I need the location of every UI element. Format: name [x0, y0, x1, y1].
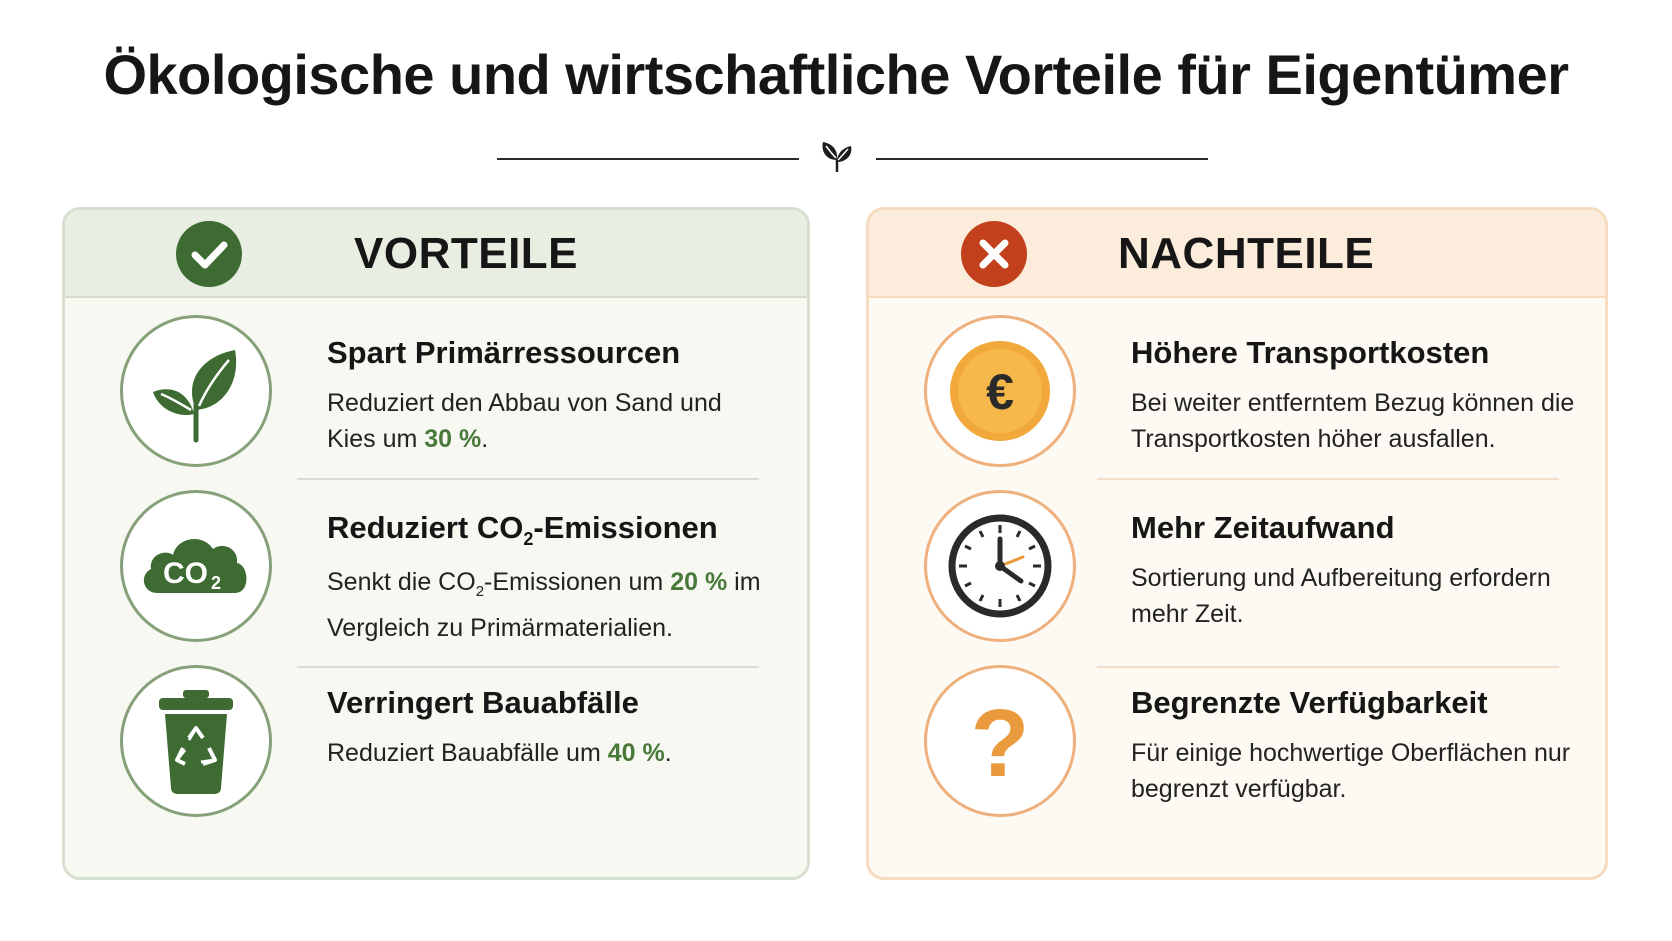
cons-item-time: Mehr Zeitaufwand Sortierung und Aufberei…: [869, 490, 1605, 675]
euro-coin-icon: €: [924, 315, 1076, 467]
recycling-bin-icon: [120, 665, 272, 817]
pros-panel: VORTEILE Spart Primärressourcen Reduzier…: [62, 207, 810, 880]
question-mark-icon: ?: [924, 665, 1076, 817]
cons-item-availability: ? Begrenzte Verfügbarkeit Für einige hoc…: [869, 665, 1605, 850]
cross-icon: [961, 221, 1027, 287]
divider-line-left: [497, 158, 799, 160]
highlight-value: 40 %: [607, 739, 665, 767]
item-separator: [1097, 478, 1559, 480]
divider-line-right: [876, 158, 1208, 160]
leaf-icon: [120, 315, 272, 467]
cons-item-title: Höhere Transportkosten: [1131, 335, 1490, 370]
page-title: Ökologische und wirtschaftliche Vorteile…: [103, 43, 1569, 106]
pros-item-text: Reduziert Bauabfälle um 40 %.: [327, 739, 672, 767]
item-separator: [297, 666, 759, 668]
clock-icon: [924, 490, 1076, 642]
cons-item-title: Mehr Zeitaufwand: [1131, 510, 1395, 545]
svg-text:?: ?: [971, 690, 1030, 797]
pros-item-co2: CO 2 Reduziert CO2-Emissionen Senkt die …: [65, 490, 807, 675]
leaf-sprout-icon: [822, 142, 852, 172]
cons-panel: NACHTEILE € Höhere Transportkosten Bei w…: [866, 207, 1608, 880]
highlight-value: 20 %: [670, 568, 728, 597]
title-divider: [0, 132, 1672, 182]
cons-item-text: Für einige hochwertige Oberflächen nur b…: [1131, 739, 1571, 803]
pros-item-text: Reduziert den Abbau von Sand und Kies um…: [327, 389, 722, 453]
cons-item-title: Begrenzte Verfügbarkeit: [1131, 685, 1488, 720]
svg-text:2: 2: [211, 573, 221, 593]
cons-item-text: Bei weiter entferntem Bezug können die T…: [1131, 389, 1575, 453]
svg-text:CO: CO: [163, 557, 208, 590]
pros-header: VORTEILE: [65, 210, 807, 298]
item-separator: [297, 478, 759, 480]
checkmark-icon: [176, 221, 242, 287]
pros-item-waste: Verringert Bauabfälle Reduziert Bauabfäl…: [65, 665, 807, 850]
pros-item-resources: Spart Primärressourcen Reduziert den Abb…: [65, 315, 807, 500]
co2-cloud-icon: CO 2: [120, 490, 272, 642]
pros-item-text: Senkt die CO2-Emissionen um 20 % im Verg…: [327, 568, 761, 643]
svg-text:€: €: [986, 364, 1014, 420]
pros-item-title: Spart Primärressourcen: [327, 335, 681, 370]
cons-item-text: Sortierung und Aufbereitung erfordern me…: [1131, 564, 1551, 628]
item-separator: [1097, 666, 1559, 668]
highlight-value: 30 %: [424, 425, 482, 453]
pros-item-title: Reduziert CO2-Emissionen: [327, 510, 718, 550]
pros-heading: VORTEILE: [354, 229, 579, 278]
cons-item-transport: € Höhere Transportkosten Bei weiter entf…: [869, 315, 1605, 500]
pros-item-title: Verringert Bauabfälle: [327, 685, 639, 720]
cons-heading: NACHTEILE: [1118, 229, 1375, 278]
cons-header: NACHTEILE: [869, 210, 1605, 298]
